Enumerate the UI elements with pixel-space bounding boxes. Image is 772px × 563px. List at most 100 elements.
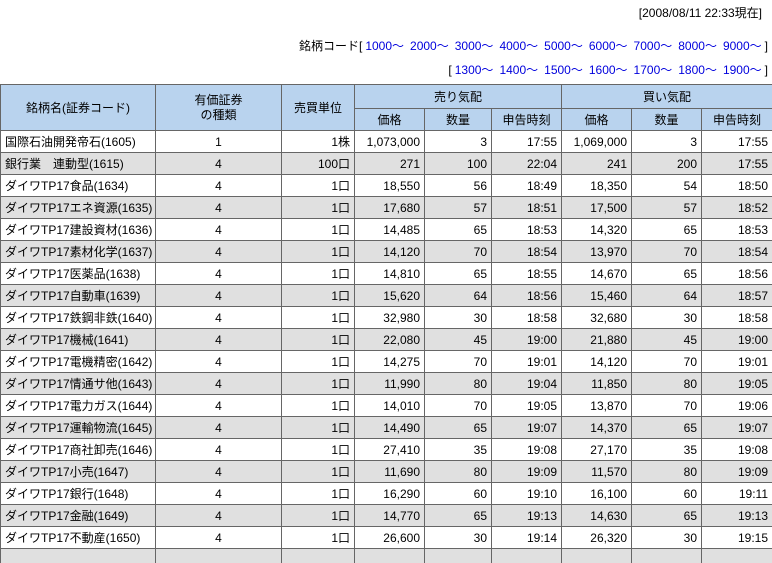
quote-row: ダイワTP17エネ資源(1635) 4 1口 17,680 57 18:51 17,500 5… xyxy=(0,196,772,219)
ask-qty-cell: 70 xyxy=(424,240,492,263)
bid-qty-cell: 60 xyxy=(631,482,702,505)
bid-time-cell: 19:01 xyxy=(701,350,772,373)
ask-time-cell: 18:54 xyxy=(491,240,562,263)
ask-qty-cell: 3 xyxy=(424,130,492,153)
code-range-link[interactable]: 1700～ xyxy=(633,63,673,77)
ask-qty-cell: 100 xyxy=(424,152,492,175)
code-range-link[interactable]: 7000～ xyxy=(633,39,673,53)
trading-unit-cell: 1口 xyxy=(281,416,355,439)
security-type-cell: 4 xyxy=(155,152,282,175)
bid-qty-cell: 80 xyxy=(631,460,702,483)
quote-row: ダイワTP17銀行(1648) 4 1口 16,290 60 19:10 16,100 60 1… xyxy=(0,482,772,505)
ask-price-cell: 16,290 xyxy=(354,482,425,505)
trading-unit-cell: 1口 xyxy=(281,306,355,329)
bid-qty-cell: 200 xyxy=(631,152,702,175)
security-type-cell: 4 xyxy=(155,460,282,483)
bid-qty-cell: 70 xyxy=(631,240,702,263)
col-header-security-type: 有価証券 の種類 xyxy=(155,84,282,131)
security-type-cell: 4 xyxy=(155,262,282,285)
bracket-close-1: ] xyxy=(764,39,768,53)
ask-price-cell: 14,490 xyxy=(354,416,425,439)
quote-row: 国際石油開発帝石(1605) 1 1株 1,073,000 3 17:55 1,069,00… xyxy=(0,130,772,153)
code-range-links-hundreds: 1300～ 1400～ 1500～ 1600～ 1700～ 1800～ 1900～ xyxy=(455,63,762,77)
code-range-link[interactable]: 5000～ xyxy=(544,39,583,53)
name-cell: 国際石油開発帝石(1605) xyxy=(0,130,156,153)
bid-qty-cell: 54 xyxy=(631,174,702,197)
ask-time-cell: 18:56 xyxy=(491,284,562,307)
bid-time-cell: 19:13 xyxy=(701,504,772,527)
name-cell: ダイワTP17鉄鋼非鉄(1640) xyxy=(0,306,156,329)
ask-time-cell: 19:01 xyxy=(491,350,562,373)
trading-unit-cell: 1口 xyxy=(281,174,355,197)
trading-unit-cell: 100口 xyxy=(281,152,355,175)
code-range-link[interactable]: 3000～ xyxy=(454,39,494,53)
quote-row: ダイワTP17小売(1647) 4 1口 11,690 80 19:09 11,570 80 1… xyxy=(0,460,772,483)
quote-row: ダイワTP17不動産(1650) 4 1口 26,600 30 19:14 26,320 30… xyxy=(0,526,772,549)
bid-time-cell: 19:11 xyxy=(701,482,772,505)
ask-time-cell: 22:04 xyxy=(491,152,562,175)
name-cell: ダイワTP17素材化学(1637) xyxy=(0,240,156,263)
name-cell: 銀行業 連動型(1615) xyxy=(0,152,156,175)
quote-row: ダイワTP17電機精密(1642) 4 1口 14,275 70 19:01 14,120 7… xyxy=(0,350,772,373)
trading-unit-cell: 1口 xyxy=(281,394,355,417)
code-range-link[interactable]: 1900～ xyxy=(722,63,762,77)
quote-row: ダイワTP17素材化学(1637) 4 1口 14,120 70 18:54 13,970 7… xyxy=(0,240,772,263)
ask-price-cell: 271 xyxy=(354,152,425,175)
bid-time-cell: 19:08 xyxy=(701,438,772,461)
name-cell: ダイワTP17不動産(1650) xyxy=(0,526,156,549)
name-cell: ダイワTP17電力ガス(1644) xyxy=(0,394,156,417)
code-range-link[interactable]: 9000～ xyxy=(722,39,762,53)
ask-price-cell: 17,680 xyxy=(354,196,425,219)
ask-price-cell: 14,485 xyxy=(354,218,425,241)
quote-row: ダイワTP17情通サ他(1643) 4 1口 11,990 80 19:04 11,850 8… xyxy=(0,372,772,395)
security-type-cell: 4 xyxy=(155,526,282,549)
bid-price-cell: 18,350 xyxy=(561,174,632,197)
code-nav-line1: 銘柄コード[1000～ 2000～ 3000～ 4000～ 5000～ 6000～ 7000… xyxy=(0,37,772,54)
bid-time-cell: 18:57 xyxy=(701,284,772,307)
ask-qty-cell: 64 xyxy=(424,284,492,307)
col-header-ask-qty: 数量 xyxy=(424,108,492,131)
code-range-link[interactable]: 1800～ xyxy=(678,63,717,77)
bid-time-cell: 18:56 xyxy=(701,262,772,285)
ask-qty-cell: 30 xyxy=(424,526,492,549)
trading-unit-cell: 1口 xyxy=(281,438,355,461)
security-type-cell: 1 xyxy=(155,130,282,153)
bid-time-cell: 18:53 xyxy=(701,218,772,241)
name-cell: ダイワTP17医薬品(1638) xyxy=(0,262,156,285)
code-range-link[interactable]: 4000～ xyxy=(499,39,539,53)
code-nav-line2: [1300～ 1400～ 1500～ 1600～ 1700～ 1800～ 1900～] xyxy=(0,61,772,78)
trading-unit-cell xyxy=(281,548,355,563)
quote-row: 銀行業 連動型(1615) 4 100口 271 100 22:04 241 200 17:55 xyxy=(0,152,772,175)
ask-time-cell: 18:58 xyxy=(491,306,562,329)
ask-price-cell: 18,550 xyxy=(354,174,425,197)
ask-qty-cell: 56 xyxy=(424,174,492,197)
bid-time-cell: 17:55 xyxy=(701,152,772,175)
ask-qty-cell: 65 xyxy=(424,416,492,439)
security-type-cell: 4 xyxy=(155,218,282,241)
code-nav-label: 銘柄コード xyxy=(298,39,359,53)
code-range-link[interactable]: 1300～ xyxy=(454,63,494,77)
bid-time-cell: 18:52 xyxy=(701,196,772,219)
trading-unit-cell: 1口 xyxy=(281,526,355,549)
bid-price-cell: 17,500 xyxy=(561,196,632,219)
code-range-link[interactable]: 2000～ xyxy=(410,39,449,53)
bid-qty-cell xyxy=(631,548,702,563)
code-range-link[interactable]: 1400～ xyxy=(499,63,539,77)
code-range-link[interactable]: 1500～ xyxy=(544,63,583,77)
trading-unit-cell: 1口 xyxy=(281,240,355,263)
code-range-link[interactable]: 1000～ xyxy=(365,39,405,53)
security-type-cell: 4 xyxy=(155,416,282,439)
code-range-link[interactable]: 6000～ xyxy=(588,39,628,53)
bid-price-cell: 15,460 xyxy=(561,284,632,307)
code-range-link[interactable]: 1600～ xyxy=(588,63,628,77)
bid-qty-cell: 65 xyxy=(631,504,702,527)
bid-time-cell: 19:07 xyxy=(701,416,772,439)
bid-time-cell: 19:00 xyxy=(701,328,772,351)
security-type-cell: 4 xyxy=(155,240,282,263)
code-range-link[interactable]: 8000～ xyxy=(678,39,717,53)
bid-price-cell: 11,850 xyxy=(561,372,632,395)
bid-time-cell: 18:54 xyxy=(701,240,772,263)
quote-row: ダイワTP17医薬品(1638) 4 1口 14,810 65 18:55 14,670 65… xyxy=(0,262,772,285)
ask-time-cell: 19:09 xyxy=(491,460,562,483)
ask-time-cell: 19:13 xyxy=(491,504,562,527)
